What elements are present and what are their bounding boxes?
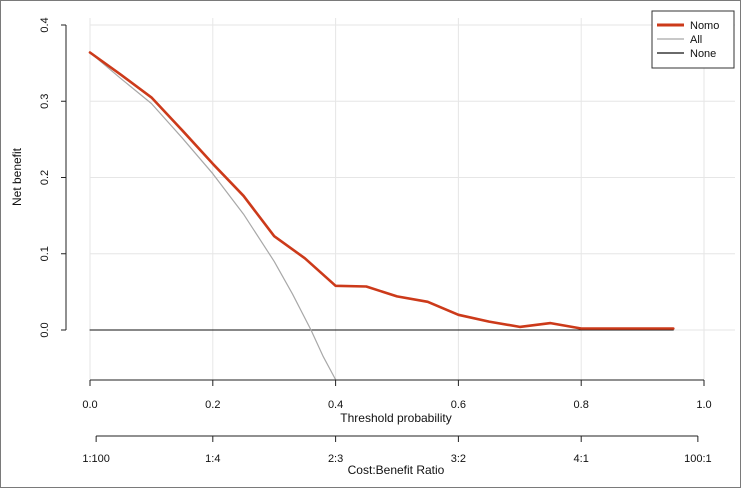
legend-entry-all: All xyxy=(657,34,702,46)
legend-entry-none: None xyxy=(657,48,716,60)
cost-benefit-tick-label-3: 3:2 xyxy=(451,453,466,465)
legend-label-none: None xyxy=(690,48,716,60)
legend-box xyxy=(651,10,735,69)
series-line-nomo xyxy=(88,51,675,330)
legend-label-all: All xyxy=(690,34,702,46)
legend-entry-nomo: Nomo xyxy=(657,20,719,32)
x-tick-label-1: 0.2 xyxy=(205,399,220,411)
x-axis-label: Threshold probability xyxy=(340,411,451,425)
y-tick-label-1: 0.1 xyxy=(39,246,51,261)
series-line-all xyxy=(89,51,337,381)
x-tick-label-2: 0.4 xyxy=(328,399,343,411)
y-tick-label-2: 0.2 xyxy=(39,170,51,185)
x-tick-label-4: 0.8 xyxy=(574,399,589,411)
y-tick-label-3: 0.3 xyxy=(39,94,51,109)
cost-benefit-tick-label-2: 2:3 xyxy=(328,453,343,465)
x-tick-label-5: 1.0 xyxy=(696,399,711,411)
cost-benefit-tick-label-5: 100:1 xyxy=(684,453,712,465)
cost-benefit-tick-label-0: 1:100 xyxy=(82,453,110,465)
cost-benefit-axis-label: Cost:Benefit Ratio xyxy=(348,463,445,477)
axes: 0.0 0.1 0.2 0.3 0.4 0.0 0.2 0.4 0.6 0.8 1.0 1:100 1:… xyxy=(39,17,712,465)
y-axis-label: Net benefit xyxy=(10,147,24,206)
x-tick-label-3: 0.6 xyxy=(451,399,466,411)
legend: Nomo All None xyxy=(651,10,735,69)
grid-lines xyxy=(89,18,735,380)
cost-benefit-tick-label-4: 4:1 xyxy=(574,453,589,465)
y-tick-label-4: 0.4 xyxy=(39,17,51,32)
series-layer xyxy=(88,51,675,381)
legend-label-nomo: Nomo xyxy=(690,20,719,32)
x-tick-label-0: 0.0 xyxy=(82,399,97,411)
cost-benefit-tick-label-1: 1:4 xyxy=(205,453,220,465)
y-tick-label-0: 0.0 xyxy=(39,322,51,337)
